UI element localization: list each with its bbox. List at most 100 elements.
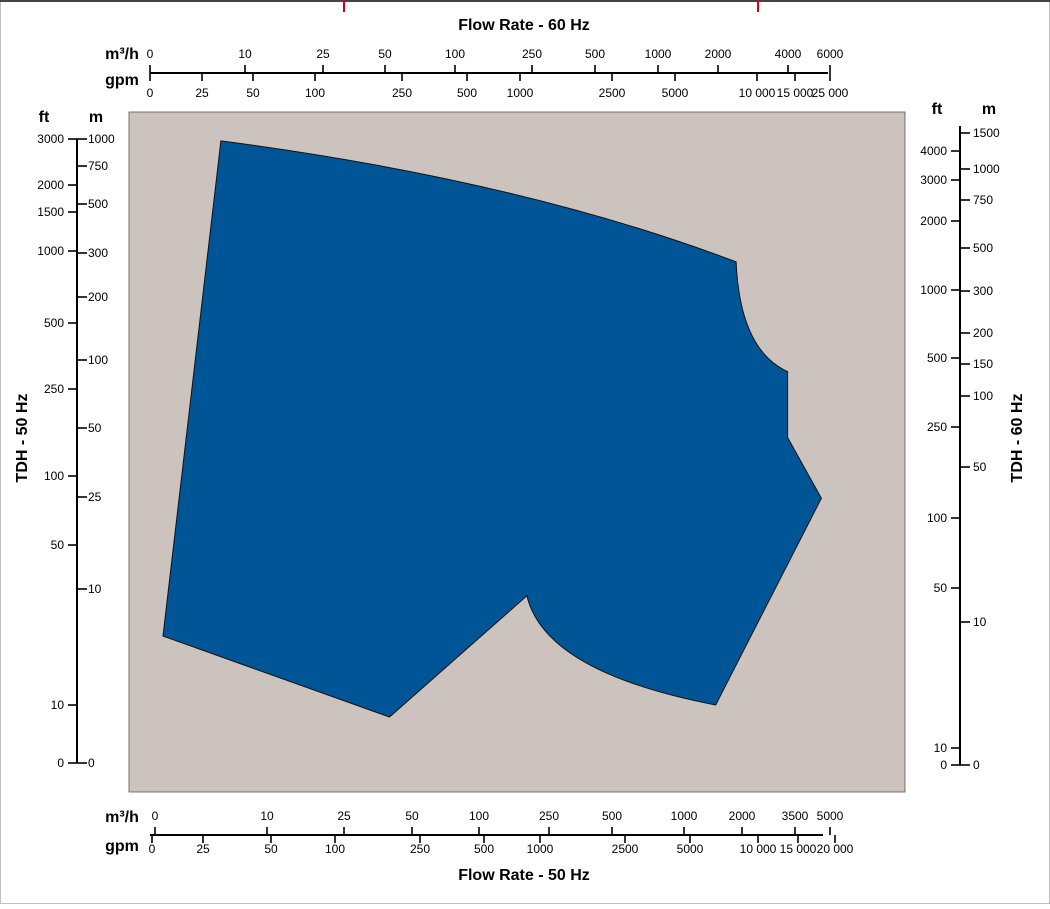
right_ft-tick-label: 2000 <box>920 214 947 228</box>
bottom_gpm-tick-label: 0 <box>149 842 156 856</box>
left_ft-tick-label: 100 <box>44 469 64 483</box>
top_gpm-tick-label: 10 000 <box>739 86 776 100</box>
left_ft-tick-label: 1000 <box>37 244 64 258</box>
bottom_m3h-tick-label: 25 <box>337 809 351 823</box>
right_ft-tick-label: 4000 <box>920 144 947 158</box>
right_ft-tick-label: 3000 <box>920 173 947 187</box>
bottom_gpm-tick-label: 50 <box>264 842 278 856</box>
top_m3h-tick-label: 1000 <box>645 47 672 61</box>
right_ft-tick-label: 0 <box>940 758 947 772</box>
top_m3h-tick-label: 4000 <box>775 47 802 61</box>
top_m3h-tick-label: 10 <box>238 47 252 61</box>
right_m-tick-label: 1500 <box>973 126 1000 140</box>
right_m-tick-label: 300 <box>973 284 993 298</box>
left_m-tick-label: 10 <box>88 582 102 596</box>
left_m-tick-label: 300 <box>88 246 108 260</box>
bottom_m3h-tick-label: 1000 <box>671 809 698 823</box>
bottom-gpm-unit: gpm <box>105 838 139 855</box>
top_m3h-tick-label: 50 <box>378 47 392 61</box>
right_ft-tick-label: 10 <box>934 741 948 755</box>
left_m-tick-label: 0 <box>88 756 95 770</box>
left-ft-unit: ft <box>39 109 50 126</box>
left_ft-tick-label: 250 <box>44 382 64 396</box>
left_m-tick-label: 100 <box>88 353 108 367</box>
bottom_m3h-tick-label: 250 <box>539 809 559 823</box>
bottom_m3h-tick-label: 100 <box>469 809 489 823</box>
right_m-tick-label: 750 <box>973 193 993 207</box>
top-axis-title: Flow Rate - 60 Hz <box>458 17 590 34</box>
left_ft-tick-label: 10 <box>51 698 65 712</box>
top_gpm-tick-label: 25 000 <box>812 86 849 100</box>
left_m-tick-label: 50 <box>88 421 102 435</box>
left-axis-title: TDH - 50 Hz <box>14 394 31 483</box>
left_m-tick-label: 200 <box>88 290 108 304</box>
left_ft-tick-label: 2000 <box>37 178 64 192</box>
bottom_m3h-tick-label: 50 <box>405 809 419 823</box>
bottom_m3h-tick-label: 5000 <box>817 809 844 823</box>
bottom_gpm-tick-label: 20 000 <box>817 842 854 856</box>
top_gpm-tick-label: 0 <box>147 86 154 100</box>
right_m-tick-label: 0 <box>973 758 980 772</box>
top_gpm-tick-label: 1000 <box>507 86 534 100</box>
left_ft-tick-label: 3000 <box>37 132 64 146</box>
top-m3h-unit: m³/h <box>105 46 139 63</box>
top_m3h-tick-label: 25 <box>316 47 330 61</box>
operating-range-region <box>162 140 822 718</box>
left_m-tick-label: 25 <box>88 490 102 504</box>
right_ft-tick-label: 100 <box>927 511 947 525</box>
bottom_gpm-tick-label: 500 <box>474 842 494 856</box>
bottom_m3h-tick-label: 3500 <box>782 809 809 823</box>
bottom_m3h-tick-label: 2000 <box>729 809 756 823</box>
bottom_gpm-tick-label: 10 000 <box>740 842 777 856</box>
top_gpm-tick-label: 15 000 <box>777 86 814 100</box>
top_gpm-tick-label: 50 <box>246 86 260 100</box>
right_ft-tick-label: 250 <box>927 420 947 434</box>
right_m-tick-label: 1000 <box>973 162 1000 176</box>
top_gpm-tick-label: 100 <box>305 86 325 100</box>
left_m-tick-label: 500 <box>88 197 108 211</box>
bottom_gpm-tick-label: 15 000 <box>780 842 817 856</box>
left_m-tick-label: 750 <box>88 159 108 173</box>
bottom_m3h-tick-label: 500 <box>602 809 622 823</box>
top_m3h-tick-label: 2000 <box>705 47 732 61</box>
bottom_gpm-tick-label: 5000 <box>677 842 704 856</box>
right_m-tick-label: 500 <box>973 241 993 255</box>
right_m-tick-label: 50 <box>973 460 987 474</box>
left_ft-tick-label: 1500 <box>37 205 64 219</box>
right_m-tick-label: 150 <box>973 357 993 371</box>
bottom_gpm-tick-label: 1000 <box>527 842 554 856</box>
bottom_gpm-tick-label: 25 <box>196 842 210 856</box>
right-m-unit: m <box>982 101 996 118</box>
top_m3h-tick-label: 100 <box>445 47 465 61</box>
top_m3h-tick-label: 0 <box>147 47 154 61</box>
top_m3h-tick-label: 500 <box>585 47 605 61</box>
left-m-unit: m <box>89 109 103 126</box>
bottom-axis-title: Flow Rate - 50 Hz <box>458 867 590 884</box>
bottom-m3h-unit: m³/h <box>105 809 139 826</box>
top_gpm-tick-label: 250 <box>392 86 412 100</box>
bottom_gpm-tick-label: 250 <box>410 842 430 856</box>
right-axis-title: TDH - 60 Hz <box>1009 394 1026 483</box>
bottom_gpm-tick-label: 2500 <box>612 842 639 856</box>
top-gpm-unit: gpm <box>105 72 139 89</box>
top_gpm-tick-label: 5000 <box>662 86 689 100</box>
bottom_gpm-tick-label: 100 <box>325 842 345 856</box>
right_m-tick-label: 10 <box>973 615 987 629</box>
right_m-tick-label: 200 <box>973 326 993 340</box>
right_ft-tick-label: 1000 <box>920 283 947 297</box>
left_ft-tick-label: 0 <box>57 756 64 770</box>
left_ft-tick-label: 500 <box>44 316 64 330</box>
right-ft-unit: ft <box>932 101 943 118</box>
top_m3h-tick-label: 6000 <box>817 47 844 61</box>
right_ft-tick-label: 50 <box>934 581 948 595</box>
right_ft-tick-label: 500 <box>927 351 947 365</box>
top_gpm-tick-label: 2500 <box>599 86 626 100</box>
top_gpm-tick-label: 25 <box>195 86 209 100</box>
bottom_m3h-tick-label: 0 <box>152 809 159 823</box>
right_m-tick-label: 100 <box>973 389 993 403</box>
top_gpm-tick-label: 500 <box>457 86 477 100</box>
top_m3h-tick-label: 250 <box>522 47 542 61</box>
